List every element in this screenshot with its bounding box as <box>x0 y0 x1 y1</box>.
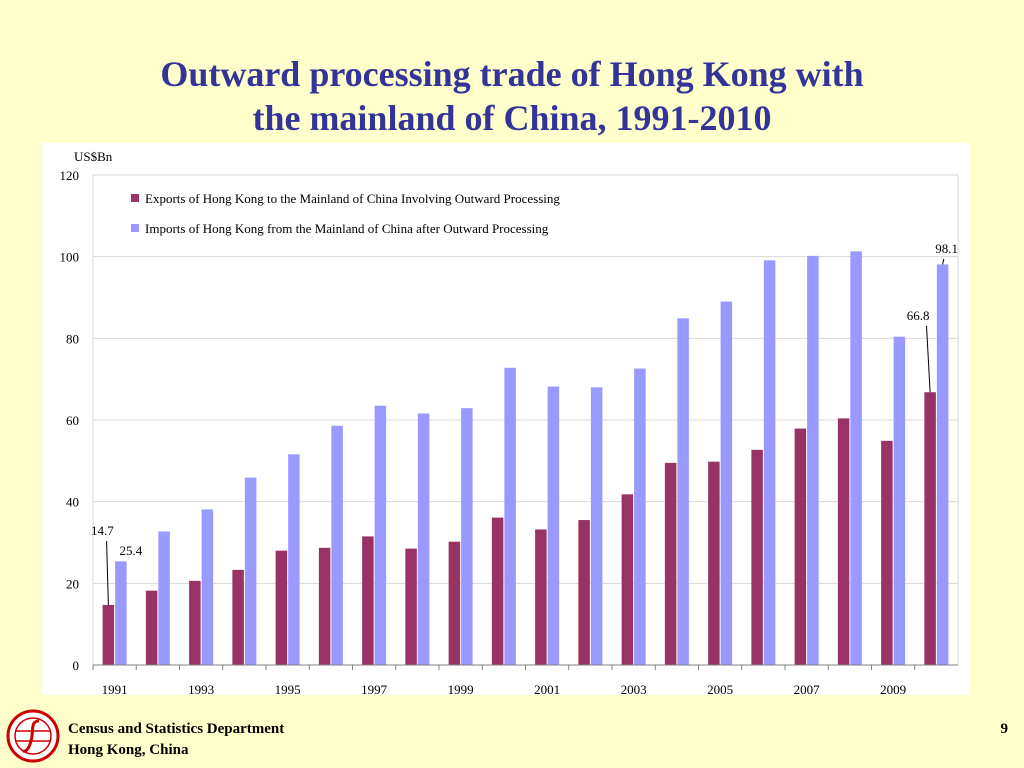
axes: 0 20 40 60 80 100 120 US$Bn 1991 1993 1995 1997 1999… <box>60 149 958 695</box>
export-bar-1995 <box>275 550 288 665</box>
export-bar-2008 <box>837 418 850 665</box>
import-bar-2006 <box>763 260 776 665</box>
bar-chart: 0 20 40 60 80 100 120 US$Bn 1991 1993 1995 1997 1999… <box>60 149 959 695</box>
x-tick-label: 2005 <box>707 682 733 695</box>
import-bar-2003 <box>634 368 646 665</box>
import-bar-1999 <box>461 408 473 665</box>
import-bar-2000 <box>504 367 516 665</box>
title-line-1: Outward processing trade of Hong Kong wi… <box>160 54 864 94</box>
import-bar-1998 <box>417 413 430 665</box>
y-tick-label: 80 <box>66 331 79 346</box>
x-tick-label: 1997 <box>361 682 388 695</box>
title-line-2: the mainland of China, 1991-2010 <box>252 98 772 138</box>
census-logo <box>6 709 60 763</box>
import-bar-1997 <box>374 405 387 665</box>
import-bar-2001 <box>547 386 560 665</box>
import-bar-2010 <box>936 264 949 665</box>
export-bar-1999 <box>448 541 461 665</box>
export-bar-1994 <box>232 569 244 665</box>
page-number: 9 <box>1000 721 1009 737</box>
import-bar-1993 <box>201 509 214 665</box>
legend-label: Exports of Hong Kong to the Mainland of … <box>145 191 560 206</box>
import-bar-2008 <box>850 251 862 665</box>
export-bar-2001 <box>535 529 547 665</box>
x-tick-label: 1995 <box>275 682 301 695</box>
y-tick-label: 100 <box>60 250 80 265</box>
export-bar-1998 <box>405 548 417 665</box>
data-label: 25.4 <box>120 543 143 558</box>
x-tick-label: 2003 <box>621 682 647 695</box>
import-bar-1995 <box>288 454 300 665</box>
x-tick-label: 2007 <box>794 682 821 695</box>
chart-panel: 0 20 40 60 80 100 120 US$Bn 1991 1993 1995 1997 1999… <box>42 143 970 695</box>
leader-line <box>106 540 109 605</box>
import-bar-2004 <box>677 318 689 665</box>
legend-swatch <box>131 194 139 202</box>
export-bar-2003 <box>621 494 634 665</box>
import-bar-2009 <box>893 336 906 665</box>
data-label: 14.7 <box>91 523 114 538</box>
legend: Exports of Hong Kong to the Mainland of … <box>131 191 560 236</box>
slide-title: Outward processing trade of Hong Kong wi… <box>0 52 1024 140</box>
legend-label: Imports of Hong Kong from the Mainland o… <box>145 221 549 236</box>
export-bar-1996 <box>318 547 331 665</box>
y-tick-label: 0 <box>73 658 80 673</box>
x-tick-label: 2001 <box>534 682 560 695</box>
export-bar-2004 <box>664 462 677 665</box>
data-label: 98.1 <box>935 241 958 256</box>
import-bar-2007 <box>807 255 819 665</box>
export-bar-2009 <box>881 440 893 665</box>
bars <box>102 251 949 665</box>
grid-lines <box>92 174 959 666</box>
export-bar-2002 <box>578 520 590 665</box>
x-tick-label: 1991 <box>102 682 128 695</box>
leader-line <box>942 258 945 265</box>
export-bar-1993 <box>189 580 201 665</box>
y-axis-unit: US$Bn <box>74 149 113 164</box>
import-bar-2002 <box>590 387 603 665</box>
export-bar-2007 <box>794 428 807 665</box>
x-tick-label: 1993 <box>188 682 214 695</box>
export-bar-2005 <box>708 461 720 665</box>
y-tick-label: 60 <box>66 413 79 428</box>
leader-line <box>926 325 931 393</box>
import-bar-1994 <box>244 477 257 665</box>
export-bar-2000 <box>491 517 504 665</box>
import-bar-1992 <box>158 531 170 665</box>
y-tick-label: 120 <box>60 168 80 183</box>
data-label: 66.8 <box>907 308 930 323</box>
export-bar-2006 <box>751 449 763 665</box>
export-bar-2010 <box>924 392 936 665</box>
footer-department: Census and Statistics Department <box>68 721 285 737</box>
y-tick-label: 20 <box>66 576 79 591</box>
annotations: 14.7 25.4 66.8 98.1 <box>91 241 958 605</box>
import-bar-1996 <box>331 425 343 665</box>
y-tick-label: 40 <box>66 495 79 510</box>
import-bar-1991 <box>115 561 127 665</box>
export-bar-1991 <box>102 604 115 665</box>
legend-swatch <box>131 224 139 232</box>
x-tick-label: 2009 <box>880 682 906 695</box>
export-bar-1997 <box>362 536 374 665</box>
export-bar-1992 <box>145 590 158 665</box>
x-tick-label: 1999 <box>448 682 474 695</box>
import-bar-2005 <box>720 301 733 665</box>
footer-location: Hong Kong, China <box>68 742 189 758</box>
